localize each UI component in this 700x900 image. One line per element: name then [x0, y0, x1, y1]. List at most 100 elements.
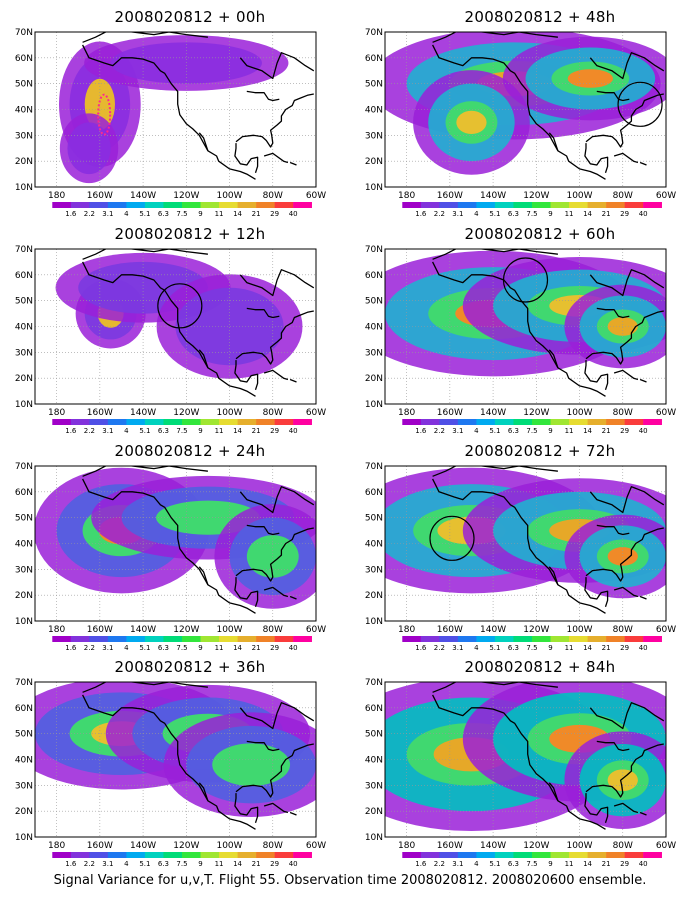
- colorbar-label: 3.1: [452, 860, 463, 868]
- lat-tick-label: 70N: [365, 462, 383, 472]
- colorbar-label: 4: [124, 210, 129, 218]
- lat-tick-label: 10N: [15, 833, 33, 843]
- coastline: [596, 90, 630, 102]
- coastline: [263, 369, 289, 381]
- colorbar-label: 21: [602, 644, 611, 652]
- lat-tick-label: 40N: [15, 756, 33, 766]
- lon-tick-label: 180: [48, 408, 65, 418]
- colorbar-swatch: [494, 419, 514, 425]
- lat-tick-label: 10N: [365, 183, 383, 193]
- panel-36h: 2008020812 + 36h 70N 60N 50N 40N 30N 20N 10N 18…: [15, 658, 350, 873]
- coastline: [548, 132, 559, 152]
- colorbar-label: 29: [270, 427, 279, 435]
- colorbar-label: 9: [198, 210, 202, 218]
- colorbar-label: 6.3: [158, 860, 169, 868]
- colorbar-swatch: [70, 636, 90, 642]
- coastline: [639, 811, 647, 816]
- colorbar-label: 5.1: [139, 427, 150, 435]
- colorbar-swatch: [126, 202, 146, 208]
- field-contour-peak: [456, 110, 487, 135]
- colorbar-label: 4: [474, 860, 479, 868]
- lon-tick-label: 120W: [173, 408, 199, 418]
- colorbar-label: 21: [252, 860, 261, 868]
- colorbar-label: 5.1: [489, 210, 500, 218]
- lat-tick-label: 20N: [15, 374, 33, 384]
- colorbar-label: 14: [583, 644, 592, 652]
- coastline: [234, 793, 259, 823]
- colorbar-swatch: [569, 419, 588, 425]
- colorbar-swatch: [163, 636, 183, 642]
- colorbar-swatch: [402, 852, 422, 858]
- colorbar-swatch: [256, 852, 275, 858]
- colorbar-swatch: [624, 419, 644, 425]
- colorbar-swatch: [457, 202, 477, 208]
- colorbar-swatch: [531, 852, 551, 858]
- coastline: [82, 694, 256, 830]
- lon-tick-label: 140W: [130, 841, 156, 851]
- coastline: [589, 486, 665, 514]
- colorbar-label: 9: [198, 860, 202, 868]
- lat-tick-label: 70N: [365, 678, 383, 688]
- colorbar-label: 11: [215, 860, 224, 868]
- coastline: [589, 269, 665, 297]
- colorbar-label: 7.5: [176, 644, 187, 652]
- lat-tick-label: 20N: [15, 807, 33, 817]
- lon-tick-label: 60W: [656, 191, 676, 201]
- lat-tick-label: 10N: [365, 617, 383, 627]
- lat-tick-label: 20N: [365, 591, 383, 601]
- colorbar-swatch: [643, 202, 662, 208]
- colorbar-label: 6.3: [508, 644, 519, 652]
- colorbar-label: 14: [583, 860, 592, 868]
- colorbar-swatch: [52, 852, 72, 858]
- colorbar-label: 9: [548, 644, 552, 652]
- lon-tick-label: 140W: [130, 625, 156, 635]
- colorbar-label: 3.1: [452, 210, 463, 218]
- colorbar-label: 1.6: [65, 860, 77, 868]
- colorbar-label: 3.1: [102, 644, 113, 652]
- colorbar-swatch: [181, 202, 201, 208]
- lat-tick-label: 60N: [15, 54, 33, 64]
- lon-tick-label: 100W: [566, 625, 592, 635]
- variance-map: 70N 60N 50N 40N 30N 20N 10N 180 160W 140W 120W 100W…: [15, 678, 326, 868]
- lon-tick-label: 160W: [437, 625, 463, 635]
- colorbar-swatch: [476, 419, 496, 425]
- lat-tick-label: 30N: [15, 565, 33, 575]
- colorbar-label: 3.1: [452, 427, 463, 435]
- colorbar-label: 29: [620, 644, 629, 652]
- colorbar-swatch: [420, 419, 440, 425]
- panel-title: 2008020812 + 48h: [464, 8, 616, 26]
- lat-tick-label: 50N: [15, 80, 33, 90]
- lon-tick-label: 140W: [480, 408, 506, 418]
- colorbar-swatch: [643, 636, 662, 642]
- colorbar-swatch: [293, 636, 312, 642]
- colorbar-swatch: [439, 636, 459, 642]
- colorbar-swatch: [274, 852, 294, 858]
- colorbar-swatch: [219, 636, 238, 642]
- colorbar-swatch: [550, 202, 570, 208]
- colorbar-label: 11: [565, 210, 574, 218]
- colorbar-label: 40: [289, 644, 298, 652]
- coastline: [585, 310, 664, 365]
- map-area: [35, 32, 316, 187]
- coastline: [239, 702, 315, 730]
- lat-tick-label: 70N: [365, 28, 383, 38]
- colorbar-swatch: [420, 636, 440, 642]
- lat-tick-label: 10N: [15, 617, 33, 627]
- colorbar-swatch: [457, 419, 477, 425]
- colorbar-swatch: [587, 636, 607, 642]
- lon-tick-label: 160W: [437, 841, 463, 851]
- colorbar-swatch: [550, 636, 570, 642]
- colorbar-swatch: [606, 202, 625, 208]
- panel-title: 2008020812 + 00h: [114, 8, 266, 26]
- variance-map: 70N 60N 50N 40N 30N 20N 10N 180 160W 140W 120W 100W…: [15, 245, 326, 435]
- lat-tick-label: 40N: [365, 540, 383, 550]
- lat-tick-label: 20N: [365, 374, 383, 384]
- coastline: [432, 478, 606, 614]
- field-contour-mid: [110, 42, 262, 84]
- colorbar-swatch: [200, 202, 220, 208]
- colorbar-label: 4: [474, 644, 479, 652]
- colorbar-label: 11: [215, 644, 224, 652]
- colorbar-swatch: [293, 852, 312, 858]
- coastline: [548, 349, 559, 369]
- coastline: [82, 261, 256, 397]
